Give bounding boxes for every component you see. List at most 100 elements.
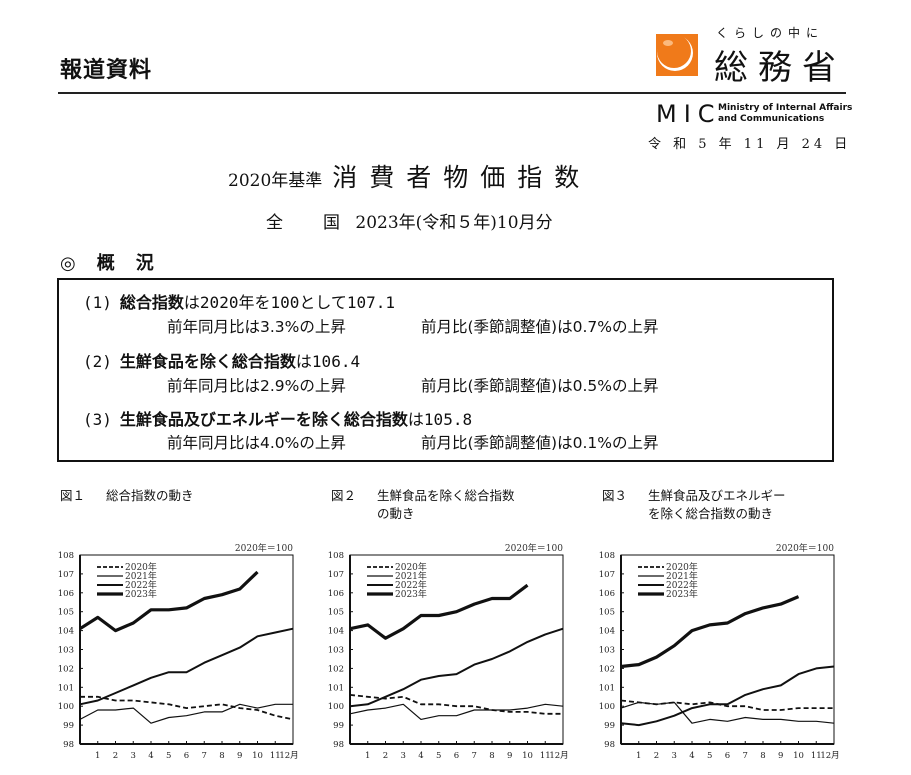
y-tick-label: 99 (63, 721, 74, 731)
chart-figure-1: 2020年＝1009899100101102103104105106107108… (58, 542, 299, 761)
x-tick-label: 3 (401, 751, 406, 761)
summary-item-1: (1) 総合指数は2020年を100として107.1 (83, 293, 396, 312)
y-tick-label: 99 (333, 721, 344, 731)
y-tick-label: 107 (599, 570, 615, 580)
chart-base-note: 2020年＝100 (505, 542, 563, 554)
y-tick-label: 105 (328, 608, 344, 618)
x-tick-label: 5 (436, 751, 441, 761)
legend-label: 2023年 (666, 588, 698, 600)
title-base-year: 2020年基準 (228, 171, 323, 191)
y-tick-label: 100 (328, 702, 344, 712)
series-line-2023年 (349, 583, 529, 640)
y-tick-label: 104 (328, 627, 344, 637)
logo-english-name: Ministry of Internal Affairs and Communi… (718, 103, 853, 124)
series-line-2022年 (620, 665, 835, 727)
y-tick-label: 101 (58, 683, 74, 693)
release-date: 令 和 5 年 11 月 24 日 (648, 137, 852, 152)
y-tick-label: 101 (599, 683, 615, 693)
x-tick-label: 7 (472, 751, 477, 761)
summary-box: (1) 総合指数は2020年を100として107.1 前年同月比は3.3%の上昇 … (57, 278, 834, 462)
y-tick-label: 104 (599, 627, 615, 637)
chart-base-note: 2020年＝100 (235, 542, 293, 554)
x-tick-label: 11 (540, 751, 551, 761)
y-tick-label: 105 (58, 608, 74, 618)
x-tick-label: 10 (522, 751, 533, 761)
chart-base-note: 2020年＝100 (776, 542, 834, 554)
page-title: 2020年基準 消費者物価指数 (228, 158, 591, 194)
legend-label: 2021年 (395, 570, 427, 582)
summary-item-3: (3) 生鮮食品及びエネルギーを除く総合指数は105.8 (83, 410, 473, 429)
y-tick-label: 98 (604, 740, 615, 750)
x-tick-label: 1 (365, 751, 370, 761)
y-tick-label: 103 (599, 646, 615, 656)
x-tick-label: 3 (131, 751, 136, 761)
legend-label: 2022年 (125, 579, 157, 591)
legend-label: 2020年 (666, 561, 698, 573)
x-tick-label: 12月 (820, 751, 839, 761)
chart-figure-3: 2020年＝1009899100101102103104105106107108… (599, 542, 840, 761)
y-tick-label: 108 (58, 551, 74, 561)
y-tick-label: 102 (599, 664, 615, 674)
x-tick-label: 8 (219, 751, 224, 761)
x-tick-label: 2 (654, 751, 659, 761)
y-tick-label: 101 (328, 683, 344, 693)
logo-tagline: くらしの中に (716, 26, 825, 40)
summary-item-1-details: 前年同月比は3.3%の上昇 前月比(季節調整値)は0.7%の上昇 (167, 318, 659, 336)
x-tick-label: 12月 (549, 751, 568, 761)
x-tick-label: 9 (507, 751, 512, 761)
legend-label: 2020年 (395, 561, 427, 573)
y-tick-label: 106 (58, 589, 74, 599)
summary-item-3-details: 前年同月比は4.0%の上昇 前月比(季節調整値)は0.1%の上昇 (167, 434, 659, 452)
figure-1-caption: 図１ 総合指数の動き (60, 488, 194, 503)
y-tick-label: 108 (599, 551, 615, 561)
y-tick-label: 103 (328, 646, 344, 656)
logo-abbr: MIC (656, 100, 722, 128)
y-tick-label: 99 (604, 721, 615, 731)
x-tick-label: 6 (454, 751, 459, 761)
legend-label: 2022年 (666, 579, 698, 591)
header-divider (58, 92, 846, 94)
series-line-2022年 (79, 627, 294, 706)
x-tick-label: 10 (252, 751, 263, 761)
x-tick-label: 10 (793, 751, 804, 761)
x-tick-label: 1 (636, 751, 641, 761)
x-tick-label: 6 (725, 751, 730, 761)
legend-label: 2023年 (395, 588, 427, 600)
x-tick-label: 6 (184, 751, 189, 761)
y-tick-label: 105 (599, 608, 615, 618)
x-tick-label: 5 (707, 751, 712, 761)
figure-2-caption: 図２ 生鮮食品を除く総合指数 の動き (331, 488, 515, 521)
legend-label: 2023年 (125, 588, 157, 600)
x-tick-label: 11 (270, 751, 281, 761)
x-tick-label: 2 (383, 751, 388, 761)
chart-figure-2: 2020年＝1009899100101102103104105106107108… (328, 542, 569, 761)
y-tick-label: 100 (58, 702, 74, 712)
y-tick-label: 104 (58, 627, 74, 637)
x-tick-label: 4 (418, 751, 423, 761)
x-tick-label: 3 (672, 751, 677, 761)
legend-label: 2021年 (125, 570, 157, 582)
series-line-2021年 (620, 701, 835, 724)
series-line-2022年 (349, 627, 564, 708)
overview-heading: ◎ 概況 (60, 253, 155, 274)
y-tick-label: 107 (58, 570, 74, 580)
x-tick-label: 2 (113, 751, 118, 761)
x-tick-label: 1 (95, 751, 100, 761)
x-tick-label: 5 (166, 751, 171, 761)
legend-label: 2022年 (395, 579, 427, 591)
y-tick-label: 108 (328, 551, 344, 561)
y-tick-label: 106 (599, 589, 615, 599)
mic-logo-icon (656, 34, 698, 76)
x-tick-label: 4 (689, 751, 694, 761)
legend-label: 2020年 (125, 561, 157, 573)
y-tick-label: 107 (328, 570, 344, 580)
plot-area (620, 554, 835, 745)
series-line-2021年 (349, 703, 564, 720)
series-line-2023年 (79, 570, 259, 633)
series-line-2020年 (349, 694, 563, 715)
y-tick-label: 98 (333, 740, 344, 750)
x-tick-label: 7 (743, 751, 748, 761)
y-tick-label: 98 (63, 740, 74, 750)
press-release-label: 報道資料 (60, 58, 153, 83)
series-line-2020年 (80, 695, 294, 721)
